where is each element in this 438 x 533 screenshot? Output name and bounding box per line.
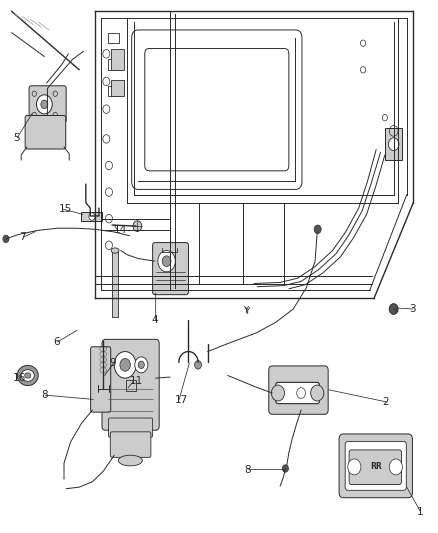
Circle shape [314, 225, 321, 233]
Circle shape [194, 361, 201, 369]
Text: Y: Y [244, 307, 250, 316]
Ellipse shape [25, 373, 31, 378]
Ellipse shape [118, 455, 142, 466]
Circle shape [133, 221, 142, 231]
Text: 5: 5 [13, 133, 20, 143]
Circle shape [158, 251, 175, 272]
Circle shape [41, 100, 48, 109]
Circle shape [138, 361, 145, 368]
Text: 14: 14 [113, 225, 127, 236]
Bar [108, 33, 119, 43]
Bar [111, 49, 124, 70]
Ellipse shape [21, 369, 34, 381]
Text: 6: 6 [53, 337, 60, 347]
Bar [111, 80, 124, 96]
FancyBboxPatch shape [269, 366, 328, 414]
Circle shape [135, 357, 148, 373]
FancyBboxPatch shape [349, 450, 402, 484]
FancyBboxPatch shape [152, 243, 188, 295]
Ellipse shape [17, 366, 38, 385]
Text: 16: 16 [13, 373, 26, 383]
Text: RR: RR [370, 463, 381, 471]
Circle shape [36, 95, 52, 114]
FancyBboxPatch shape [91, 347, 111, 412]
Text: 11: 11 [130, 376, 143, 386]
Bar [108, 86, 119, 96]
FancyBboxPatch shape [102, 340, 159, 430]
Circle shape [389, 304, 398, 314]
Circle shape [389, 138, 399, 151]
Text: 2: 2 [383, 397, 389, 407]
Text: 4: 4 [151, 314, 158, 325]
Text: 15: 15 [58, 204, 71, 214]
Text: 17: 17 [174, 395, 188, 406]
FancyBboxPatch shape [345, 441, 406, 490]
Text: 1: 1 [417, 507, 423, 517]
Text: 8: 8 [244, 465, 251, 474]
Circle shape [272, 385, 285, 401]
FancyBboxPatch shape [110, 432, 151, 457]
Circle shape [311, 385, 324, 401]
Bar [112, 251, 118, 317]
Bar [385, 128, 403, 160]
Circle shape [114, 352, 136, 378]
Text: 7: 7 [19, 232, 26, 243]
Ellipse shape [111, 248, 119, 253]
FancyBboxPatch shape [339, 434, 413, 498]
FancyBboxPatch shape [29, 86, 66, 123]
Circle shape [389, 459, 403, 475]
Circle shape [283, 465, 288, 472]
Circle shape [3, 235, 9, 243]
Circle shape [297, 387, 305, 398]
Circle shape [120, 359, 131, 371]
Circle shape [89, 213, 95, 220]
FancyBboxPatch shape [276, 382, 319, 403]
Circle shape [348, 459, 361, 475]
Text: 9: 9 [109, 358, 116, 368]
FancyBboxPatch shape [109, 418, 152, 437]
FancyBboxPatch shape [25, 116, 66, 149]
Bar [108, 59, 119, 70]
Text: 8: 8 [41, 390, 47, 400]
Text: Y: Y [243, 305, 248, 314]
Circle shape [162, 256, 171, 266]
Bar [127, 379, 136, 391]
Text: 3: 3 [409, 304, 416, 314]
Bar [81, 212, 102, 221]
